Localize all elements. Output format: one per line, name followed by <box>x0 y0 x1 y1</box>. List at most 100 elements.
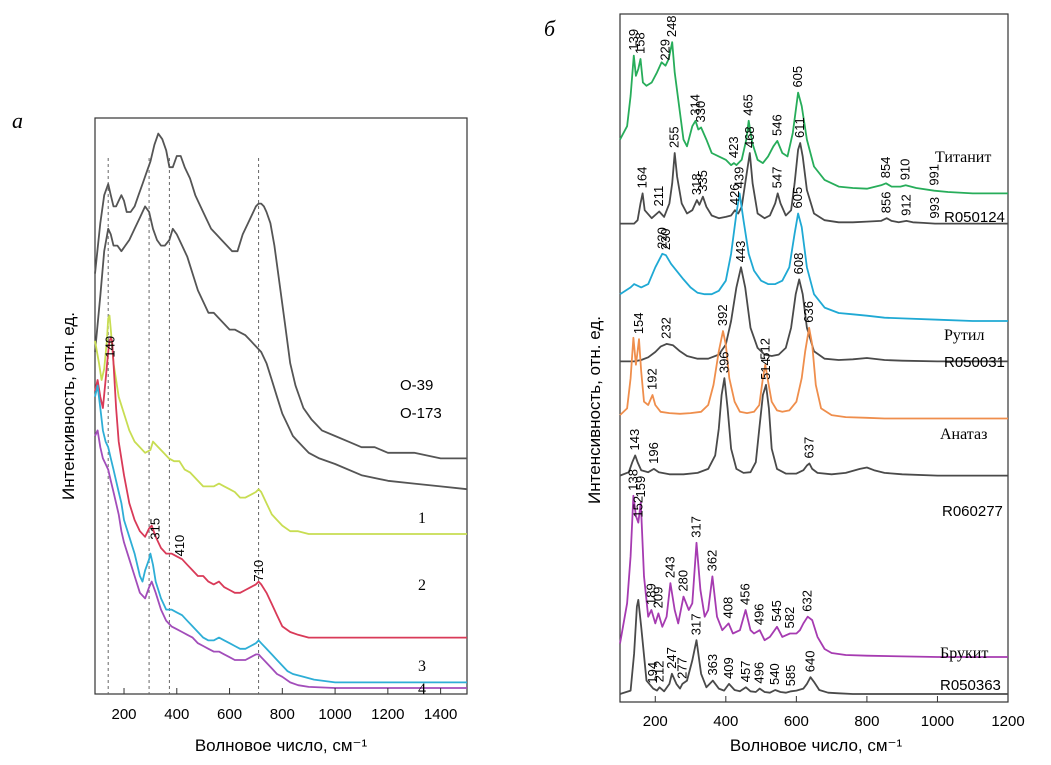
series-label-O-39: O-39 <box>400 377 433 394</box>
peak-label: 993 <box>927 197 942 219</box>
peak-label: 196 <box>646 442 661 464</box>
peak-label: 139 <box>626 29 641 51</box>
peak-label: 496 <box>752 662 767 684</box>
x-tick-label: 1000 <box>318 706 351 723</box>
peak-label: 247 <box>664 647 679 669</box>
peak-label: 209 <box>650 587 665 609</box>
peak-label: 315 <box>148 518 163 540</box>
peak-label: 443 <box>733 241 748 263</box>
series-label-4: 4 <box>418 681 426 698</box>
peak-label: 211 <box>651 186 666 207</box>
series-line-R050124 <box>620 142 1008 225</box>
series-line-Брукит <box>619 494 1008 658</box>
panel-b-frame <box>619 13 1009 703</box>
peak-label: 152 <box>630 496 645 518</box>
panel-a-x-axis-title: Волновое число, см⁻¹ <box>195 736 368 755</box>
peak-label: 912 <box>898 194 913 216</box>
series-label-Анатаз: Анатаз <box>940 426 987 443</box>
x-tick-label: 400 <box>713 713 738 730</box>
series-line-Рутил <box>619 192 1008 322</box>
peak-label: 138 <box>625 469 640 491</box>
peak-label: 465 <box>741 94 756 116</box>
peak-label: 143 <box>627 429 642 451</box>
peak-label: 456 <box>738 583 753 605</box>
series-label-Титанит: Титанит <box>935 149 991 166</box>
peak-label: 158 <box>632 32 647 54</box>
x-tick-label: 600 <box>217 706 242 723</box>
peak-label: 408 <box>721 597 736 619</box>
peak-label: 608 <box>791 253 806 275</box>
x-tick-label: 1400 <box>424 706 457 723</box>
x-tick-label: 800 <box>854 713 879 730</box>
x-tick-label: 400 <box>164 706 189 723</box>
peak-label: 392 <box>715 304 730 326</box>
peak-label: 243 <box>662 556 677 578</box>
peak-label: 457 <box>738 661 753 683</box>
peak-label: 468 <box>742 126 757 148</box>
peak-label: 248 <box>664 15 679 37</box>
peak-label: 426 <box>727 183 742 205</box>
panel-a-x-ticks: 200 400 600 800 1000 1200 1400 <box>112 688 457 723</box>
panel-b-letter: б <box>544 16 556 41</box>
peak-label: 154 <box>631 312 646 334</box>
series-line-R060277 <box>619 377 1008 477</box>
series-line-3 <box>94 384 467 684</box>
peak-label: 854 <box>878 157 893 179</box>
peak-label: 318 <box>689 173 704 195</box>
peak-label: 636 <box>801 301 816 323</box>
series-line-R050031 <box>620 266 1008 363</box>
peak-label: 255 <box>667 126 682 148</box>
peak-label: 277 <box>674 657 689 679</box>
panel-b-series-labels: Титанит R050124 Рутил R050031 Анатаз R060277 Б… <box>935 149 1005 694</box>
panel-a-letter: а <box>12 108 23 133</box>
peak-label: 317 <box>689 516 704 538</box>
peak-label: 991 <box>926 164 941 186</box>
series-line-R050363 <box>619 599 1008 695</box>
panel-a-frame <box>94 117 468 695</box>
peak-label: 280 <box>675 570 690 592</box>
peak-label: 140 <box>102 336 117 358</box>
series-line-O-173 <box>94 205 468 491</box>
peak-label: 317 <box>689 614 704 636</box>
peak-label: 856 <box>879 192 894 214</box>
x-tick-label: 800 <box>270 706 295 723</box>
peak-label: 640 <box>802 650 817 672</box>
peak-label: 330 <box>693 101 708 123</box>
peak-label: 362 <box>704 550 719 572</box>
series-label-1: 1 <box>418 510 426 527</box>
series-label-Рутил: Рутил <box>944 327 984 344</box>
series-line-1 <box>94 314 467 535</box>
peak-label: 611 <box>792 117 807 138</box>
peak-label: 409 <box>721 657 736 679</box>
series-label-3: 3 <box>418 658 426 675</box>
peak-label: 514 <box>758 358 773 380</box>
peak-label: 232 <box>659 317 674 339</box>
series-line-O-39 <box>94 132 467 460</box>
panel-b-y-axis-title: Интенсивность, отн. ед. <box>585 316 604 504</box>
peak-label: 546 <box>769 114 784 136</box>
peak-label: 396 <box>716 351 731 373</box>
peak-label: 423 <box>726 136 741 158</box>
panel-a: а 200 400 600 800 1000 1200 1400 140315410710 … <box>12 108 468 755</box>
peak-label: 159 <box>633 476 648 498</box>
series-line-4 <box>94 429 467 689</box>
peak-label: 335 <box>695 170 710 192</box>
peak-label: 194 <box>645 662 660 684</box>
peak-label: 192 <box>644 368 659 390</box>
x-tick-label: 1000 <box>921 713 954 730</box>
x-tick-label: 200 <box>112 706 137 723</box>
series-label-R060277: R060277 <box>942 503 1003 520</box>
peak-label: 547 <box>770 167 785 189</box>
peak-label: 585 <box>783 665 798 687</box>
peak-label: 496 <box>752 603 767 625</box>
series-label-2: 2 <box>418 577 426 594</box>
peak-label: 314 <box>687 94 702 116</box>
peak-label: 910 <box>898 159 913 181</box>
peak-label: 439 <box>732 167 747 189</box>
panel-b-series <box>619 41 1008 695</box>
panel-a-guide-lines <box>107 158 260 694</box>
panel-a-peak-labels: 140 315 410 710 <box>102 336 266 582</box>
series-label-R050031: R050031 <box>944 354 1005 371</box>
